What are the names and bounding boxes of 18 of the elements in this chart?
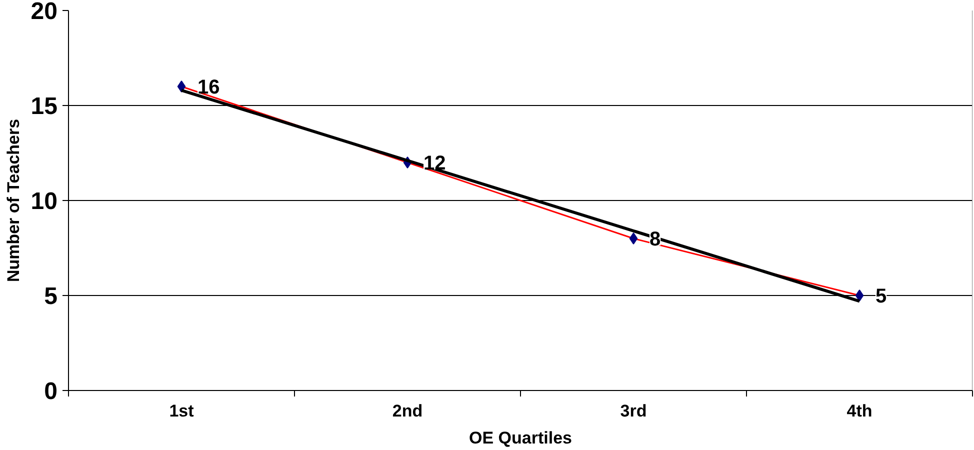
data-label: 16 <box>198 76 220 98</box>
point <box>177 80 186 92</box>
x-tick-label: 2nd <box>392 402 423 420</box>
data-label: 12 <box>424 152 446 174</box>
y-tick-label: 5 <box>44 283 58 310</box>
point <box>629 232 638 244</box>
y-tick-label: 0 <box>44 378 58 405</box>
point <box>855 290 864 302</box>
y-tick-label: 15 <box>30 93 58 120</box>
x-axis-title: OE Quartiles <box>469 428 572 448</box>
y-axis-title: Number of Teachers <box>4 118 23 282</box>
x-tick-label: 1st <box>169 402 194 420</box>
y-tick-label: 10 <box>30 188 58 215</box>
x-tick-label: 3rd <box>620 402 647 420</box>
x-tick-label: 4th <box>846 402 872 420</box>
data-label: 5 <box>876 286 887 308</box>
data-label: 8 <box>650 228 661 250</box>
y-tick-label: 20 <box>30 0 58 25</box>
